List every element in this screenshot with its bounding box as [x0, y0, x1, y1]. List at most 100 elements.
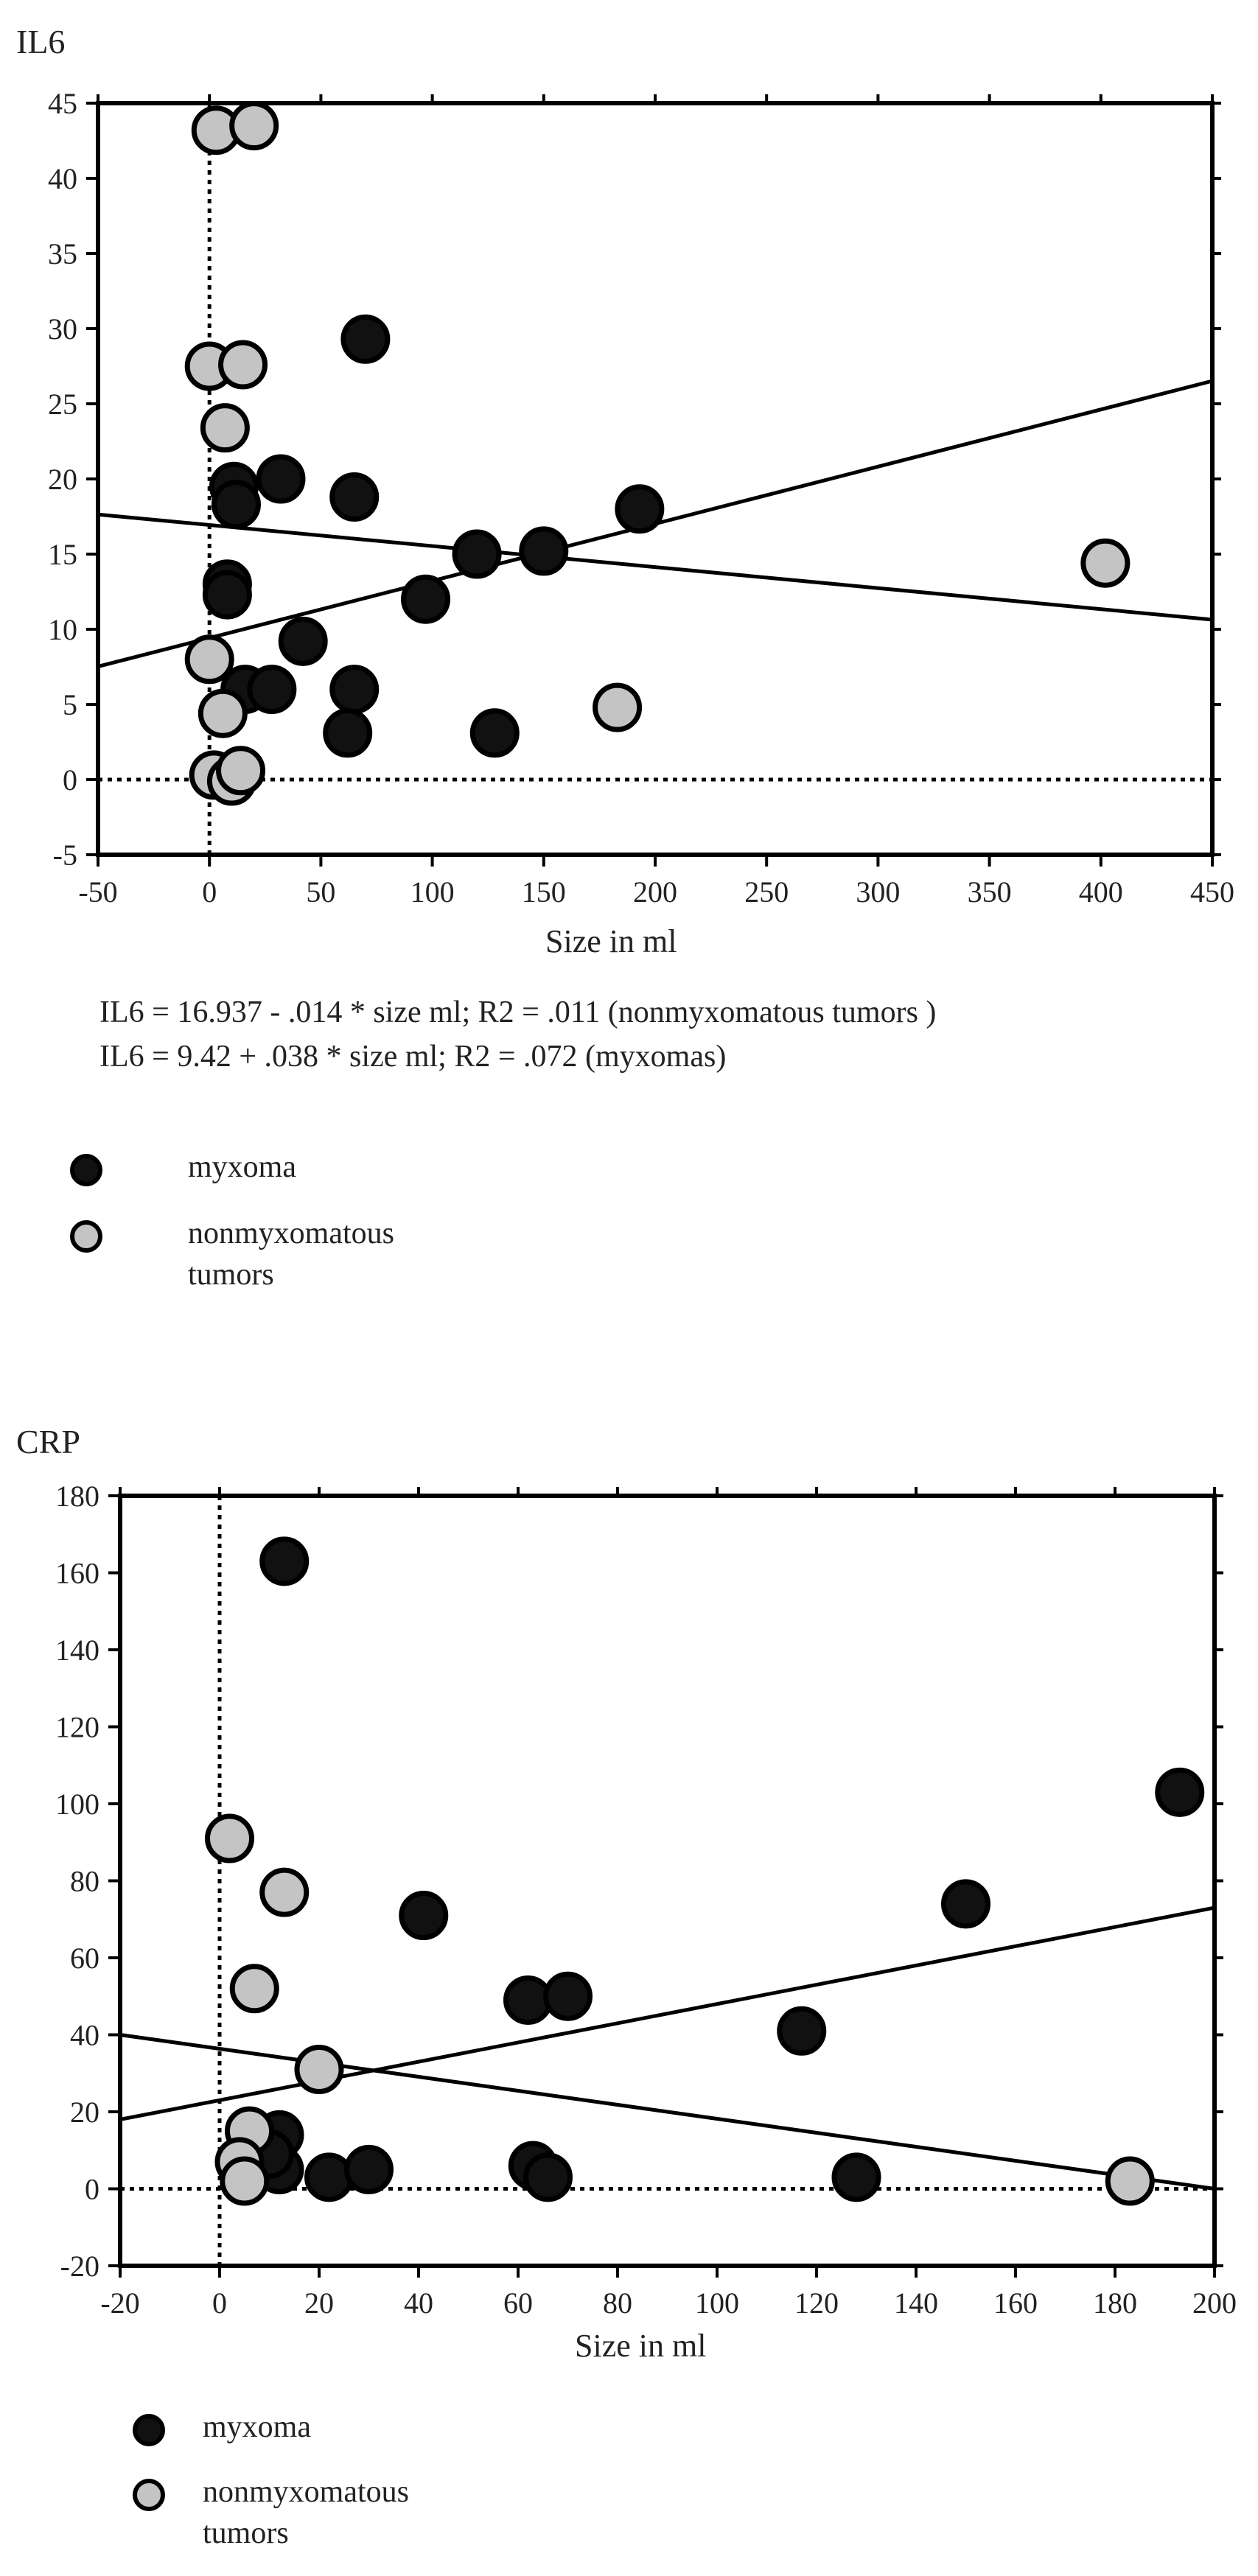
legend-label-tumors: tumors	[188, 1258, 274, 1292]
il6-point-nonmyxomatous	[229, 101, 279, 151]
crp-point-nonmyxomatous	[205, 1813, 254, 1863]
crp-y-tick-label: 140	[55, 1634, 99, 1667]
il6-y-tick-label: 30	[48, 312, 77, 346]
crp-x-tick-label: -20	[100, 2286, 139, 2320]
crp-x-tick-label: 80	[603, 2286, 632, 2320]
nonmyxomatous-marker-icon	[133, 2479, 165, 2511]
il6-point-myxoma	[256, 454, 306, 504]
myxoma-marker-icon	[70, 1154, 102, 1186]
crp-y-tick-label: 180	[55, 1480, 99, 1513]
crp-x-tick-label: 120	[794, 2286, 839, 2320]
crp-y-tick-label: 20	[70, 2096, 99, 2129]
il6-regression-line-0	[97, 512, 1213, 622]
crp-y-tick-label: 100	[55, 1788, 99, 1821]
crp-point-myxoma	[344, 2144, 394, 2194]
il6-axis-label: IL6	[16, 23, 66, 60]
crp-legend: myxoma nonmyxomatous tumors	[70, 2409, 586, 2563]
crp-x-tick-label: 0	[212, 2286, 227, 2320]
il6-x-axis-label: Size in ml	[545, 923, 677, 959]
crp-x-tick-label: 200	[1192, 2286, 1237, 2320]
legend-label-nonmyxomatous: nonmyxomatous	[188, 1217, 394, 1250]
il6-y-tick-label: -5	[53, 839, 77, 872]
crp-point-myxoma	[1155, 1767, 1205, 1817]
crp-point-nonmyxomatous	[259, 1867, 310, 1917]
crp-point-myxoma	[831, 2152, 881, 2202]
legend-label-myxoma: myxoma	[188, 1150, 296, 1184]
crp-point-myxoma	[941, 1879, 990, 1929]
legend-label-myxoma: myxoma	[203, 2410, 311, 2444]
nonmyxomatous-equation: IL6 = 16.937 - .014 * size ml; R2 = .011…	[99, 995, 937, 1029]
legend-item-nonmyxomatous: nonmyxomatous tumors	[70, 1216, 586, 1304]
il6-x-tick-label: -50	[78, 875, 117, 909]
il6-x-tick-label: 250	[744, 875, 789, 909]
il6-point-nonmyxomatous	[216, 746, 266, 796]
crp-y-tick-label: -20	[60, 2250, 99, 2283]
crp-y-tick-label: 120	[55, 1711, 99, 1744]
il6-point-nonmyxomatous	[593, 682, 643, 732]
legend-item-nonmyxomatous-2: nonmyxomatous tumors	[70, 2474, 586, 2563]
crp-point-myxoma	[523, 2152, 573, 2202]
il6-y-tick-label: 10	[48, 613, 77, 646]
il6-point-myxoma	[211, 480, 261, 530]
crp-panel: CRP -20 0 20 40 60 80 100 120 140 160 180 200 -20 0 20…	[0, 1282, 1258, 2576]
legend-label-tumors: tumors	[203, 2516, 289, 2550]
crp-point-nonmyxomatous	[294, 2045, 344, 2095]
crp-point-myxoma	[777, 2006, 827, 2056]
il6-point-nonmyxomatous	[200, 403, 250, 453]
myxoma-marker-icon	[133, 2414, 165, 2446]
il6-y-tick-label: 15	[48, 538, 77, 571]
crp-x-tick-label: 100	[695, 2286, 739, 2320]
il6-panel: IL6 -50 0 50 100 150 200 250 300 350 400 450 -5 0 5 10…	[0, 0, 1258, 1292]
crp-point-myxoma	[399, 1891, 449, 1941]
il6-point-myxoma	[278, 616, 328, 666]
il6-point-myxoma	[247, 665, 297, 715]
il6-point-myxoma	[452, 529, 502, 579]
crp-y-tick-label: 160	[55, 1557, 99, 1590]
crp-x-tick-label: 20	[304, 2286, 334, 2320]
legend-item-myxoma-2: myxoma	[70, 2409, 586, 2454]
crp-point-nonmyxomatous	[220, 2156, 270, 2206]
crp-x-tick-label: 60	[503, 2286, 533, 2320]
il6-point-myxoma	[340, 314, 391, 364]
crp-y-tick-label: 40	[70, 2019, 99, 2052]
il6-y-tick-label: 0	[63, 763, 77, 797]
il6-point-nonmyxomatous	[198, 688, 248, 738]
crp-y-tick-label: 0	[85, 2173, 99, 2206]
il6-point-myxoma	[469, 708, 520, 758]
crp-scatter-plot: -20 0 20 40 60 80 100 120 140 160 180 200 -20 0 20 40 60…	[55, 1480, 1237, 2320]
legend-label-nonmyxomatous: nonmyxomatous	[203, 2475, 409, 2509]
il6-x-tick-label: 200	[633, 875, 677, 909]
crp-y-tick-label: 80	[70, 1865, 99, 1898]
il6-point-nonmyxomatous	[1080, 538, 1131, 588]
il6-x-tick-label: 450	[1190, 875, 1234, 909]
crp-x-tick-label: 180	[1093, 2286, 1137, 2320]
il6-y-tick-label: 35	[48, 237, 77, 270]
il6-y-tick-label: 25	[48, 388, 77, 421]
crp-x-tick-label: 160	[993, 2286, 1038, 2320]
il6-point-myxoma	[519, 526, 569, 576]
crp-x-tick-label: 140	[894, 2286, 938, 2320]
il6-legend: myxoma nonmyxomatous tumors	[70, 1149, 586, 1304]
il6-x-tick-label: 0	[202, 875, 217, 909]
il6-point-myxoma	[202, 570, 252, 620]
crp-x-axis-label: Size in ml	[575, 2328, 707, 2364]
il6-x-tick-label: 400	[1079, 875, 1123, 909]
il6-y-tick-label: 20	[48, 463, 77, 496]
crp-x-tick-label: 40	[404, 2286, 433, 2320]
il6-point-myxoma	[615, 484, 665, 534]
il6-x-tick-label: 100	[410, 875, 455, 909]
il6-point-nonmyxomatous	[218, 340, 268, 390]
crp-point-myxoma	[543, 1971, 593, 2021]
il6-y-tick-label: 45	[48, 87, 77, 120]
crp-point-myxoma	[304, 2152, 354, 2202]
il6-point-myxoma	[329, 665, 380, 715]
il6-x-tick-label: 150	[522, 875, 566, 909]
crp-point-nonmyxomatous	[229, 1964, 279, 2014]
il6-x-tick-label: 350	[968, 875, 1012, 909]
crp-regression-line-0	[119, 1905, 1215, 2121]
crp-point-nonmyxomatous	[1105, 2156, 1155, 2206]
il6-y-tick-label: 40	[48, 162, 77, 195]
legend-item-myxoma: myxoma	[70, 1149, 586, 1194]
il6-point-myxoma	[401, 574, 451, 624]
myxoma-equation: IL6 = 9.42 + .038 * size ml; R2 = .072 (…	[99, 1040, 727, 1074]
